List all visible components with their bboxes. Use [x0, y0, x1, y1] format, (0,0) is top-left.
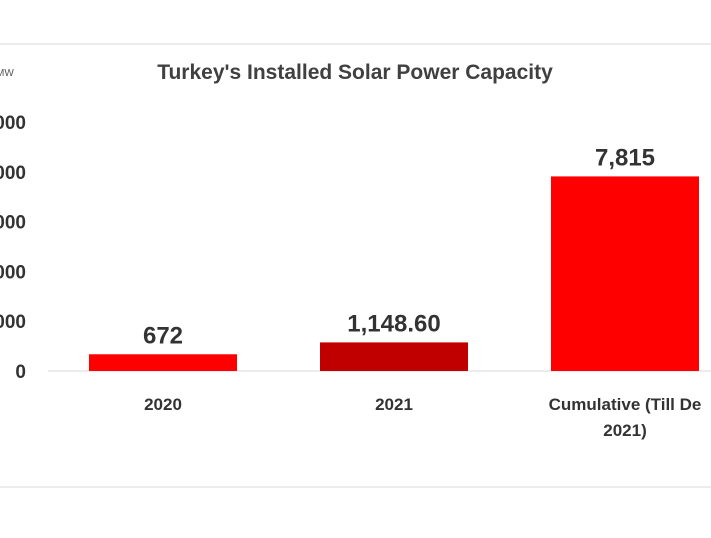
category-labels: 2020 2021 Cumulative (Till De 2021) [144, 395, 701, 440]
y-tick-label: 000 [0, 312, 26, 333]
data-label: 672 [143, 322, 183, 349]
y-tick-label: 000 [0, 163, 26, 184]
y-tick-label: 000 [0, 213, 26, 234]
y-tick-label: 000 [0, 262, 26, 283]
bar [320, 342, 468, 371]
y-tick-label: 0 [15, 362, 26, 383]
bar [89, 354, 237, 371]
data-label: 1,148.60 [347, 310, 440, 337]
data-labels: 672 1,148.60 7,815 [143, 144, 655, 349]
y-tick-label: 000 [0, 113, 26, 134]
category-label: 2020 [144, 395, 182, 414]
category-label: 2021) [603, 421, 646, 440]
chart-title: Turkey's Installed Solar Power Capacity [157, 61, 553, 84]
y-axis: 0000000000000000 [0, 113, 26, 383]
unit-label: MW [0, 68, 14, 79]
category-label: 2021 [375, 395, 413, 414]
bars [89, 176, 699, 371]
category-label: Cumulative (Till De [549, 395, 702, 414]
data-label: 7,815 [595, 144, 655, 171]
bar [551, 176, 699, 371]
